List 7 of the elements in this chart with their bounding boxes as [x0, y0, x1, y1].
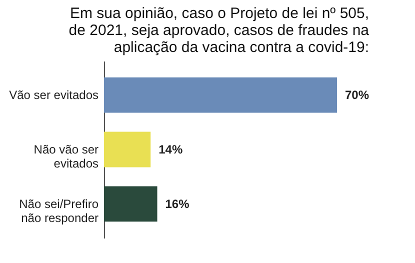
- y-tick-label: Vão ser evitados: [9, 88, 98, 102]
- data-label: 16%: [165, 196, 190, 211]
- y-tick-label: Não sei/Prefiro não responder: [19, 196, 99, 225]
- data-label: 14%: [158, 142, 183, 156]
- chart-title: Em sua opinião, caso o Projeto de lei nº 505, de 2021, seja aprovado, casos de fraudes na aplicação da vacina contra a covid-19:: [68, 5, 370, 56]
- y-tick-label: Não vão ser evitados: [34, 142, 98, 170]
- data-label: 70%: [345, 88, 370, 102]
